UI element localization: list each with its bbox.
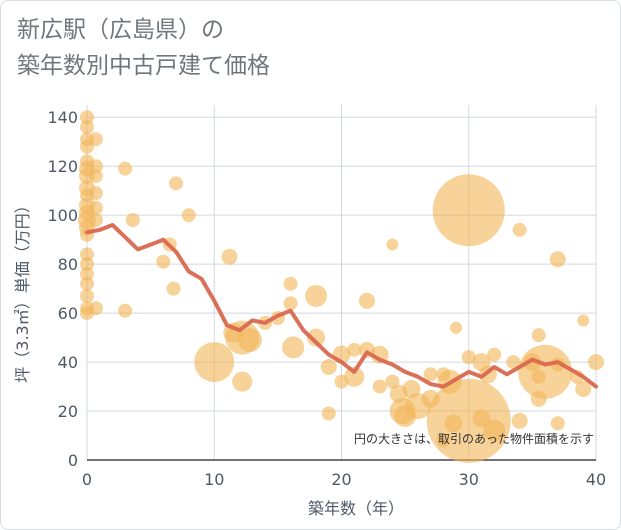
data-bubble	[88, 159, 103, 174]
data-bubble	[80, 288, 94, 303]
data-bubble	[386, 238, 399, 251]
data-bubble	[321, 406, 336, 421]
y-tick-label: 80	[58, 255, 78, 274]
data-bubble	[461, 350, 476, 365]
data-bubble	[472, 409, 491, 428]
x-tick-label: 0	[82, 470, 92, 489]
x-tick-label: 30	[459, 470, 479, 489]
data-bubble	[80, 276, 94, 291]
data-bubble	[305, 284, 328, 307]
data-bubble	[347, 342, 362, 357]
x-tick-label: 40	[586, 470, 606, 489]
data-bubble	[166, 281, 181, 296]
data-bubble	[426, 378, 511, 463]
data-bubble	[88, 186, 103, 201]
data-bubble	[283, 296, 298, 311]
data-bubble	[125, 213, 140, 228]
data-bubble	[232, 371, 253, 392]
y-tick-label: 60	[58, 304, 78, 323]
y-axis-label: 坪（3.3㎡）単価（万円）	[13, 197, 32, 382]
x-tick-label: 10	[204, 470, 224, 489]
title-line-2: 築年数別中古戸建て価格	[17, 53, 270, 79]
chart-title: 新広駅（広島県）の 築年数別中古戸建て価格	[17, 12, 270, 84]
data-bubble	[169, 176, 184, 191]
data-bubble	[156, 254, 171, 269]
data-bubble	[531, 328, 546, 343]
data-bubble	[88, 132, 103, 147]
data-bubble	[307, 328, 326, 347]
data-bubble	[221, 248, 238, 265]
trend-line-layer	[85, 223, 598, 389]
y-tick-label: 120	[47, 157, 78, 176]
data-bubble	[385, 374, 400, 389]
data-bubble	[450, 321, 463, 334]
data-bubble	[181, 208, 196, 223]
data-bubble	[577, 314, 590, 327]
data-bubble	[506, 355, 521, 370]
y-tick-label: 20	[58, 402, 78, 421]
data-bubble	[550, 416, 565, 431]
data-bubble	[575, 381, 592, 397]
data-bubble	[283, 276, 298, 291]
data-bubble	[511, 412, 528, 429]
data-bubble	[88, 213, 103, 228]
title-line-1: 新広駅（広島県）の	[17, 17, 224, 43]
data-bubble	[80, 247, 94, 262]
data-bubble	[80, 110, 94, 125]
data-bubble	[194, 342, 235, 383]
data-bubble	[372, 379, 387, 394]
grid-lines	[86, 105, 597, 461]
data-bubble	[80, 120, 94, 135]
data-bubble	[432, 174, 505, 247]
tick-labels: 0 20 40 60 80 100 120 140 0 10 20 30 40	[47, 108, 606, 489]
y-tick-label: 0	[68, 451, 78, 470]
data-bubble	[88, 301, 103, 316]
size-note: 円の大きさは、取引のあった物件面積を示す	[354, 431, 594, 446]
data-bubble	[423, 367, 438, 382]
data-bubble	[512, 222, 527, 237]
data-bubble	[588, 354, 604, 371]
x-axis-label: 築年数（年）	[308, 499, 404, 518]
average-price-line	[85, 223, 598, 389]
y-tick-label: 100	[47, 206, 78, 225]
data-bubble	[320, 358, 337, 375]
data-bubble	[487, 347, 502, 362]
data-bubble	[80, 257, 94, 272]
data-bubble	[118, 161, 133, 176]
data-bubble	[237, 328, 262, 353]
data-bubble	[88, 169, 103, 183]
data-bubble	[358, 292, 375, 309]
data-bubble	[518, 344, 573, 399]
data-bubble	[282, 336, 305, 359]
x-tick-label: 20	[331, 470, 351, 489]
data-bubble	[118, 303, 133, 318]
y-tick-label: 140	[47, 108, 78, 127]
data-bubble	[344, 366, 365, 387]
data-bubble	[88, 200, 103, 215]
data-bubble	[483, 419, 506, 442]
data-bubble	[549, 251, 566, 268]
data-bubble	[80, 266, 94, 281]
y-tick-label: 40	[58, 353, 78, 372]
